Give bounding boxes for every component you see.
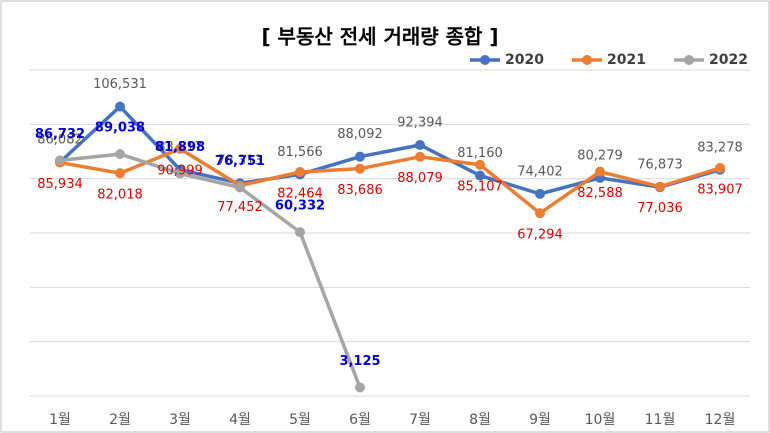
data-label: 3,125: [339, 354, 380, 369]
x-tick-label: 1월: [49, 412, 71, 428]
data-label: 106,531: [93, 77, 147, 92]
data-label: 88,092: [337, 127, 383, 142]
x-tick-label: 10월: [585, 412, 616, 428]
point: [235, 182, 245, 193]
x-tick-label: 11월: [645, 412, 676, 428]
data-label: 86,082: [37, 133, 83, 148]
point: [475, 159, 485, 170]
data-label: 74,402: [517, 164, 563, 179]
data-label: 80,279: [577, 148, 623, 163]
x-tick-label: 6월: [349, 412, 371, 428]
x-tick-label: 4월: [229, 412, 251, 428]
data-label: 83,686: [337, 183, 383, 198]
point: [175, 143, 185, 154]
series-line: [59, 147, 721, 215]
data-label: 82,018: [97, 188, 143, 203]
legend-label: 2020: [505, 52, 544, 68]
data-label: 83,317: [157, 140, 203, 155]
data-label: 88,079: [397, 171, 443, 186]
data-label: 85,107: [457, 179, 503, 194]
x-tick-label: 2월: [109, 412, 131, 428]
data-label: 90,999: [157, 163, 203, 178]
point: [535, 208, 545, 219]
data-label: 78,313: [217, 154, 263, 169]
point: [115, 101, 125, 112]
x-tick-label: 12월: [705, 412, 736, 428]
data-label: 86,732: [35, 127, 85, 142]
point: [115, 168, 125, 179]
data-label: 92,394: [397, 115, 443, 130]
data-label: 67,294: [517, 228, 563, 243]
x-tick-label: 7월: [409, 412, 431, 428]
data-label: 76,873: [637, 158, 683, 173]
x-tick-label: 5월: [289, 412, 311, 428]
data-label: 81,160: [457, 146, 503, 161]
x-tick-label: 9월: [529, 412, 551, 428]
point: [355, 382, 365, 393]
point: [475, 170, 485, 181]
data-label: 76,751: [215, 154, 265, 169]
point: [655, 181, 665, 192]
point: [595, 166, 605, 177]
data-label: 82,588: [577, 186, 623, 201]
point: [295, 227, 305, 238]
point: [355, 151, 365, 162]
data-label: 77,036: [637, 201, 683, 216]
point: [295, 166, 305, 177]
data-label: 83,278: [697, 140, 743, 155]
point: [55, 155, 65, 166]
series-line: [58, 104, 721, 196]
point: [415, 151, 425, 162]
x-tick-label: 8월: [469, 412, 491, 428]
point: [535, 188, 545, 199]
point: [355, 163, 365, 174]
legend-marker: [582, 55, 592, 65]
data-label: 89,038: [95, 121, 145, 136]
data-label: 82,464: [277, 186, 323, 201]
point: [115, 149, 125, 160]
legend-marker: [480, 55, 490, 65]
data-label: 83,907: [697, 183, 743, 198]
point: [715, 163, 725, 174]
data-label: 81,898: [155, 140, 205, 155]
data-label: 81,566: [277, 145, 323, 160]
legend-label: 2022: [709, 52, 748, 68]
legend-marker: [684, 55, 694, 65]
data-label: 85,934: [37, 177, 83, 192]
chart-title: [ 부동산 전세 거래량 종합 ]: [261, 25, 498, 49]
data-label: 77,452: [217, 200, 263, 215]
x-tick-label: 3월: [169, 412, 191, 428]
point: [415, 139, 425, 150]
point: [175, 168, 185, 179]
series-line: [59, 152, 362, 389]
legend-label: 2021: [607, 52, 646, 68]
data-label: 60,332: [275, 199, 325, 214]
